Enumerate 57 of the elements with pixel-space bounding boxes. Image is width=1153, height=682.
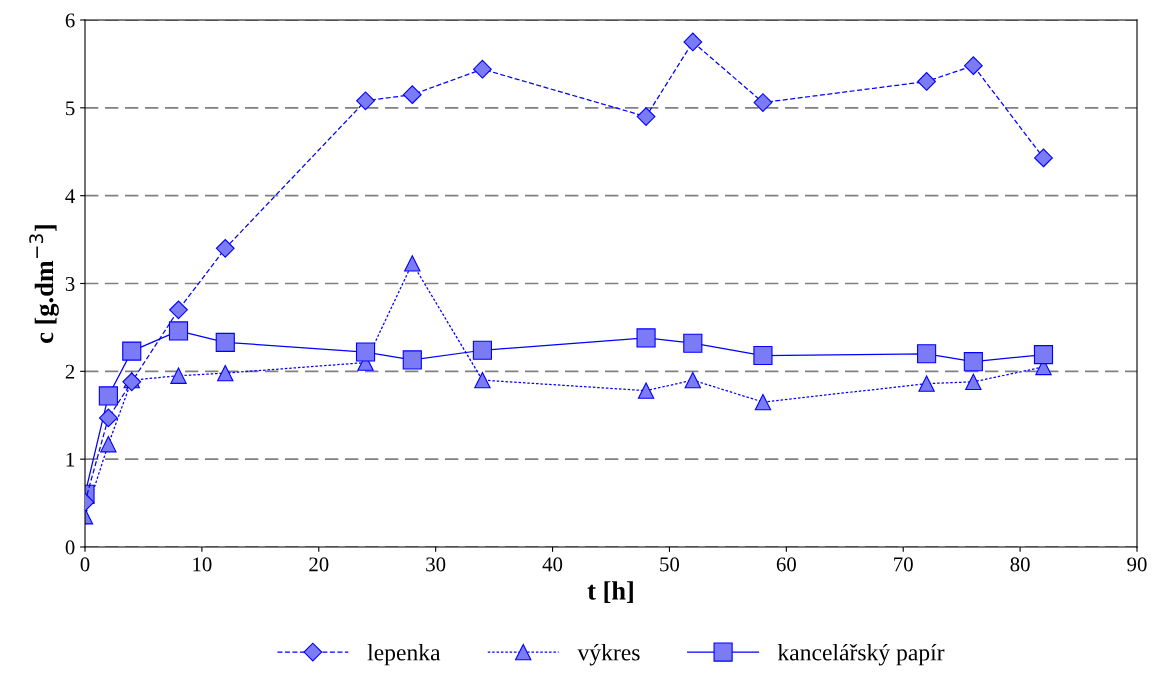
point [168,321,189,341]
point [636,328,656,348]
x-tick-label: 40 [542,557,563,572]
point [98,408,118,428]
y-tick-label: 1 [66,452,75,467]
point [684,371,702,389]
point [402,350,422,370]
point [918,375,935,392]
x-tick-label: 10 [193,557,212,572]
y-axis-title: c [g.dm$^{−3}$] [29,225,59,343]
point [683,32,703,52]
point [217,364,234,382]
point [753,345,773,366]
legend-label: lepenka [367,643,441,666]
point [637,382,655,399]
legend-label: výkres [577,643,640,666]
point [472,340,493,360]
x-tick-label: 50 [660,557,680,572]
point [473,59,492,79]
x-tick-label: 80 [1010,557,1030,572]
point [963,352,983,372]
point [404,255,421,272]
point [355,342,376,362]
x-tick-label: 0 [80,557,90,572]
y-tick-label: 6 [65,13,75,28]
point [683,333,703,353]
x-tick-label: 60 [776,557,796,572]
point [122,341,142,361]
x-axis-title: t [h] [587,581,633,604]
y-tick-label: 2 [65,364,75,379]
point [965,373,982,391]
point [917,344,937,364]
point [100,436,117,453]
point [754,393,772,411]
point [98,386,118,406]
y-tick-label: 5 [66,101,75,116]
point [356,91,375,111]
point [917,72,936,91]
x-tick-label: 30 [426,557,446,572]
point [402,85,422,105]
legend-label: kancelářský papír [777,643,945,666]
point [1033,345,1054,365]
point [753,93,773,112]
y-tick-label: 4 [65,189,75,203]
point [215,332,235,352]
point [170,367,187,384]
point [215,238,235,258]
x-tick-label: 20 [309,557,329,572]
point [636,107,656,127]
y-tick-label: 0 [65,540,75,555]
point [963,56,983,76]
y-tick-label: 3 [65,276,75,291]
point [474,371,491,389]
x-tick-label: 90 [1127,557,1147,572]
point [169,300,188,320]
x-tick-label: 70 [894,557,913,572]
point [1034,148,1053,168]
